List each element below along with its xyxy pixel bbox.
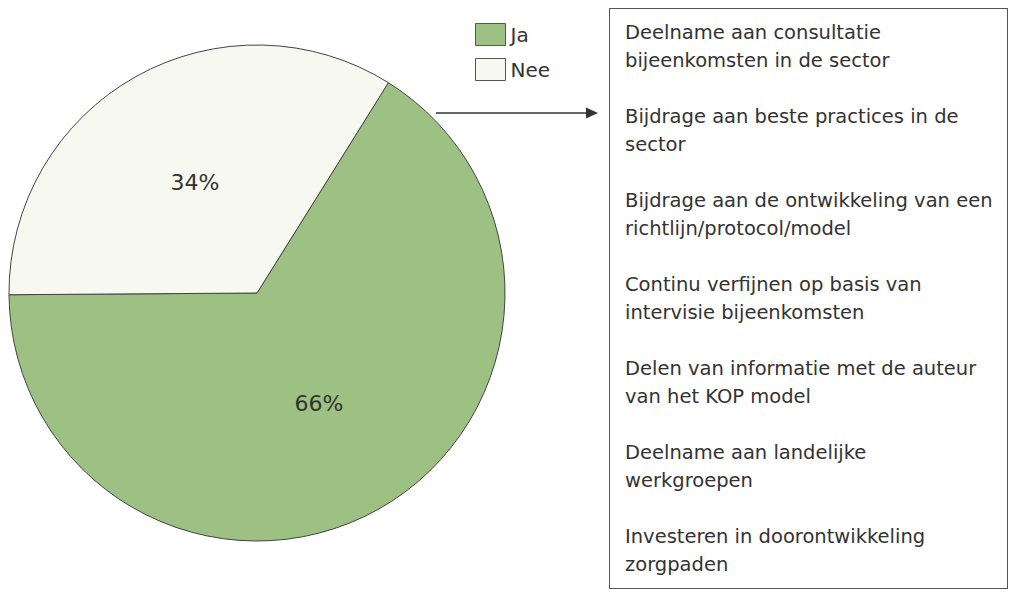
html-text:Delen van informatie met de au: Delen van informatie met de auteur van h… (625, 357, 977, 408)
html-text:Continu verfijnen op basis van: Continu verfijnen op basis van intervisi… (625, 273, 922, 324)
html-text:Deelname aan consultatie bijee: Deelname aan consultatie bijeenkomsten i… (625, 21, 890, 72)
html-text:Investeren in doorontwikkeling: Investeren in doorontwikkeling zorgpaden (625, 525, 926, 576)
svg-text:Ja: Ja (509, 23, 529, 47)
svg-text:34%: 34% (171, 170, 220, 195)
svg-text:66%: 66% (295, 391, 344, 416)
html-text:Deelname aan landelijke werkgr: Deelname aan landelijke werkgroepen (625, 441, 867, 492)
svg-text:Nee: Nee (511, 58, 551, 82)
html-text:Bijdrage aan beste practices i: Bijdrage aan beste practices in de secto… (625, 105, 959, 156)
html-text:Bijdrage aan de ontwikkeling v: Bijdrage aan de ontwikkeling van een ric… (625, 189, 993, 240)
